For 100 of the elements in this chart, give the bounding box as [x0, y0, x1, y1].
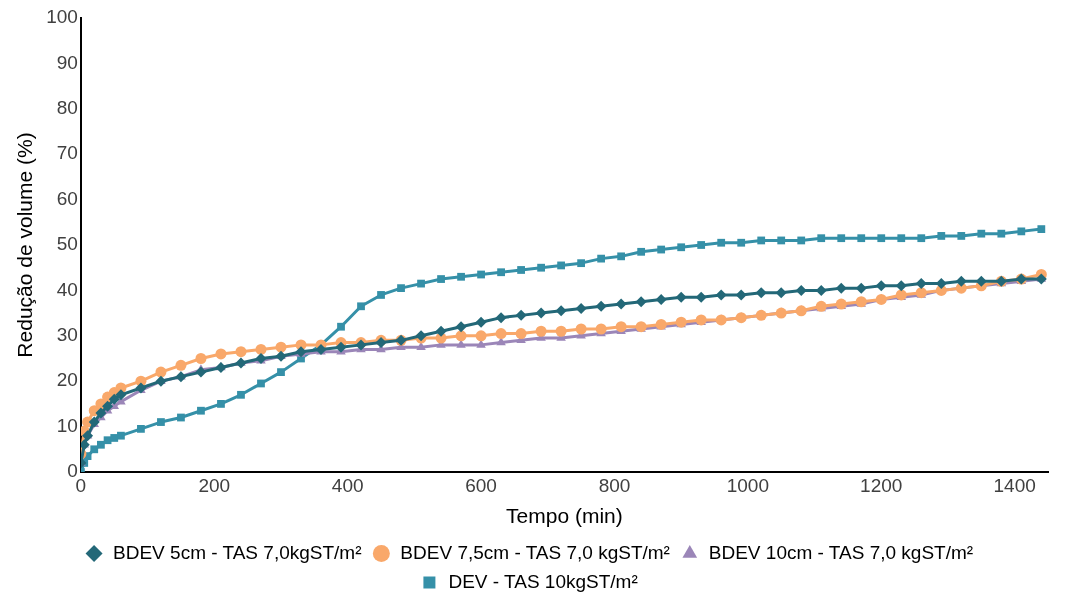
point — [535, 307, 547, 319]
point — [577, 259, 586, 268]
point — [877, 234, 886, 243]
point — [275, 341, 287, 353]
point — [637, 247, 646, 256]
point — [177, 413, 185, 422]
point — [655, 293, 667, 305]
point — [457, 272, 465, 281]
y-tick-label: 50 — [56, 233, 78, 255]
point — [1037, 225, 1046, 233]
point — [937, 232, 946, 240]
point — [417, 279, 425, 288]
y-tick-label: 70 — [56, 142, 78, 164]
point — [917, 234, 926, 243]
point — [477, 270, 485, 279]
point — [555, 325, 567, 337]
legend-label: BDEV 7,5cm - TAS 7,0 kgST/m² — [400, 541, 670, 563]
point — [475, 316, 487, 328]
point — [455, 330, 467, 342]
point — [795, 284, 807, 296]
point — [217, 400, 225, 408]
point — [497, 268, 505, 277]
x-tick-label: 200 — [198, 474, 231, 496]
point — [108, 393, 120, 405]
point — [695, 291, 707, 303]
point — [117, 431, 125, 440]
point — [537, 263, 545, 272]
point — [957, 232, 966, 240]
legend-label: BDEV 10cm - TAS 7,0 kgST/m² — [708, 541, 974, 563]
y-tick-label: 0 — [67, 460, 78, 482]
point — [915, 278, 927, 290]
point — [155, 366, 167, 378]
point — [495, 328, 507, 340]
point — [95, 407, 107, 419]
point — [977, 229, 986, 238]
point — [517, 266, 525, 274]
point — [775, 287, 787, 299]
point — [157, 418, 165, 426]
point — [237, 390, 245, 399]
point — [677, 243, 686, 252]
point — [955, 275, 967, 287]
y-tick-label: 80 — [56, 97, 78, 119]
point — [195, 353, 207, 364]
y-tick-label: 100 — [46, 6, 78, 28]
point — [755, 287, 767, 299]
point — [757, 236, 766, 245]
point — [97, 440, 105, 449]
y-tick-label: 30 — [56, 324, 78, 346]
point — [697, 241, 706, 249]
point — [715, 289, 727, 301]
point — [435, 325, 447, 337]
x-tick-label: 1200 — [860, 474, 903, 496]
point — [615, 321, 627, 333]
point — [597, 254, 606, 263]
point — [195, 366, 207, 378]
point — [555, 305, 567, 317]
point — [717, 238, 726, 247]
x-tick-label: 600 — [465, 474, 497, 496]
point — [437, 275, 445, 283]
y-tick-label: 40 — [56, 278, 78, 300]
point — [997, 229, 1006, 238]
point — [777, 236, 786, 245]
point — [357, 302, 365, 311]
point — [535, 325, 547, 337]
y-axis-title: Redução de volume (%) — [13, 132, 37, 358]
point — [175, 359, 187, 371]
point — [1017, 227, 1026, 236]
point — [90, 445, 99, 454]
point — [857, 234, 866, 243]
point — [735, 289, 747, 301]
point — [197, 406, 205, 415]
point — [575, 303, 587, 315]
point — [595, 323, 607, 335]
point — [257, 379, 265, 388]
point — [875, 280, 887, 292]
point — [337, 322, 345, 331]
point — [110, 434, 119, 442]
point — [255, 343, 267, 355]
point — [855, 282, 867, 294]
y-tick-label: 20 — [56, 369, 78, 391]
point — [215, 348, 227, 360]
point — [657, 245, 666, 254]
point — [895, 280, 907, 292]
point — [137, 424, 145, 433]
point — [515, 328, 527, 340]
point — [635, 296, 647, 308]
x-axis-title: Tempo (min) — [506, 504, 623, 528]
point — [675, 291, 687, 303]
point — [335, 341, 347, 353]
point — [595, 300, 607, 312]
point — [455, 321, 467, 333]
legend-label: DEV - TAS 10kgST/m² — [448, 570, 638, 592]
point — [837, 234, 846, 243]
point — [617, 252, 626, 261]
x-tick-label: 800 — [598, 474, 631, 496]
y-tick-label: 10 — [56, 414, 78, 436]
point — [102, 400, 114, 412]
point — [835, 282, 847, 294]
x-tick-label: 1000 — [726, 474, 770, 496]
y-tick-label: 60 — [56, 187, 78, 209]
